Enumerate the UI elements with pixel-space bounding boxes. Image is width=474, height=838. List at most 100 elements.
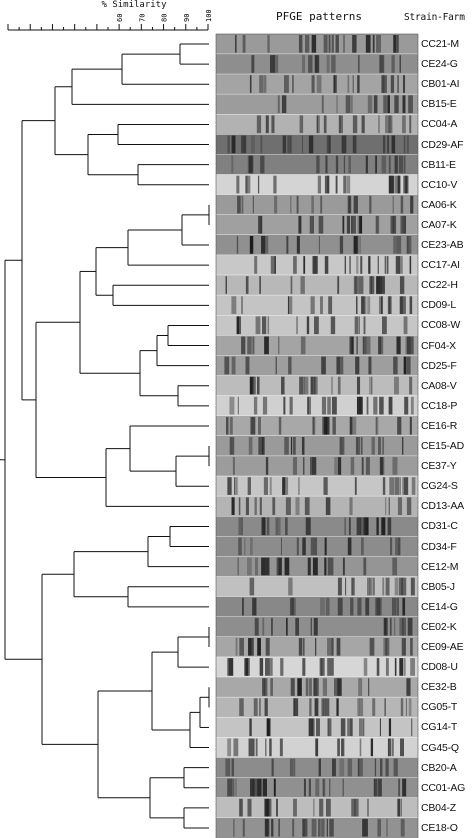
gel-band <box>384 256 387 274</box>
gel-band <box>365 597 370 616</box>
gel-band <box>410 577 415 596</box>
strain-label: CE15-AD <box>421 440 464 452</box>
gel-band <box>406 336 411 355</box>
gel-band <box>404 638 406 656</box>
gel-band <box>351 336 354 355</box>
gel-band <box>308 718 314 737</box>
gel-band <box>337 457 342 475</box>
gel-band <box>326 135 331 154</box>
gel-band <box>290 276 293 294</box>
strain-label: CG14-T <box>421 721 458 734</box>
gel-band <box>294 758 296 777</box>
gel-band <box>383 95 386 113</box>
gel-band <box>316 115 319 134</box>
gel-band <box>306 316 310 335</box>
gel-band <box>290 195 292 214</box>
gel-band <box>367 296 371 314</box>
gel-band <box>262 617 265 636</box>
gel-band <box>374 758 377 777</box>
gel-band <box>301 135 304 154</box>
gel-band <box>296 195 299 214</box>
gel-band <box>399 276 405 294</box>
gel-band <box>255 316 261 335</box>
gel-band <box>331 638 334 656</box>
strain-label: CE16-R <box>421 419 458 432</box>
gel-band <box>352 135 357 154</box>
gel-band <box>267 316 270 335</box>
gel-lane <box>216 596 418 617</box>
gel-band <box>238 537 242 556</box>
gel-band <box>391 477 395 495</box>
gel-band <box>309 678 312 696</box>
gel-band <box>369 638 375 656</box>
gel-band <box>324 537 327 556</box>
gel-band <box>263 75 267 93</box>
gel-band <box>318 758 321 777</box>
gel-band <box>383 135 386 154</box>
gel-band <box>239 698 244 716</box>
gel-band <box>360 517 362 536</box>
gel-band <box>309 698 312 716</box>
gel-band <box>276 798 278 817</box>
gel-band <box>289 396 293 415</box>
gel-band <box>373 95 378 113</box>
gel-band <box>278 557 282 576</box>
strain-label: CA06-K <box>421 198 457 211</box>
gel-band <box>242 35 246 53</box>
gel-band <box>290 437 293 455</box>
gel-band <box>381 296 383 314</box>
gel-band <box>378 336 381 355</box>
gel-band <box>303 778 306 797</box>
gel-band <box>351 215 356 234</box>
gel-band <box>358 758 363 777</box>
gel-band <box>397 597 399 616</box>
gel-band <box>367 95 373 113</box>
gel-band <box>386 818 388 837</box>
gel-band <box>292 75 294 93</box>
gel-band <box>284 75 289 93</box>
gel-band <box>296 316 299 335</box>
axis-tick-label: 60 <box>116 14 124 22</box>
gel-band <box>393 236 397 254</box>
gel-band <box>400 818 405 837</box>
gel-band <box>369 577 372 596</box>
strain-label: CA08-V <box>421 379 457 392</box>
gel-band <box>302 537 306 556</box>
gel-band <box>352 75 354 93</box>
gel-band <box>379 396 384 415</box>
gel-band <box>377 778 382 797</box>
gel-band <box>351 577 355 596</box>
gel-band <box>273 497 276 515</box>
gel-band <box>324 557 327 576</box>
gel-band <box>387 296 392 314</box>
gel-band <box>322 678 328 696</box>
gel-band <box>355 356 360 375</box>
strain-label: CE32-B <box>421 681 457 694</box>
gel-band <box>383 638 388 656</box>
gel-band <box>253 396 258 415</box>
gel-band <box>350 457 355 475</box>
pfge-patterns-header: PFGE patterns <box>275 10 363 23</box>
gel-band <box>224 356 230 375</box>
gel-band <box>265 236 269 254</box>
gel-band <box>265 457 269 475</box>
gel-band <box>375 778 379 797</box>
gel-band <box>383 617 386 636</box>
gel-band <box>250 416 256 435</box>
gel-band <box>356 376 361 395</box>
gel-band <box>379 437 382 455</box>
gel-band <box>328 557 330 576</box>
gel-band <box>356 256 359 274</box>
gel-band <box>336 95 338 113</box>
gel-band <box>249 577 255 596</box>
gel-band <box>386 135 390 154</box>
gel-band <box>369 276 375 294</box>
strain-label: CC08-W <box>421 319 461 332</box>
gel-band <box>337 678 342 696</box>
gel-band <box>232 778 235 797</box>
gel-band <box>398 577 403 596</box>
gel-band <box>299 115 304 134</box>
gel-band <box>359 698 364 716</box>
gel-band <box>316 75 322 93</box>
gel-band <box>293 698 299 716</box>
